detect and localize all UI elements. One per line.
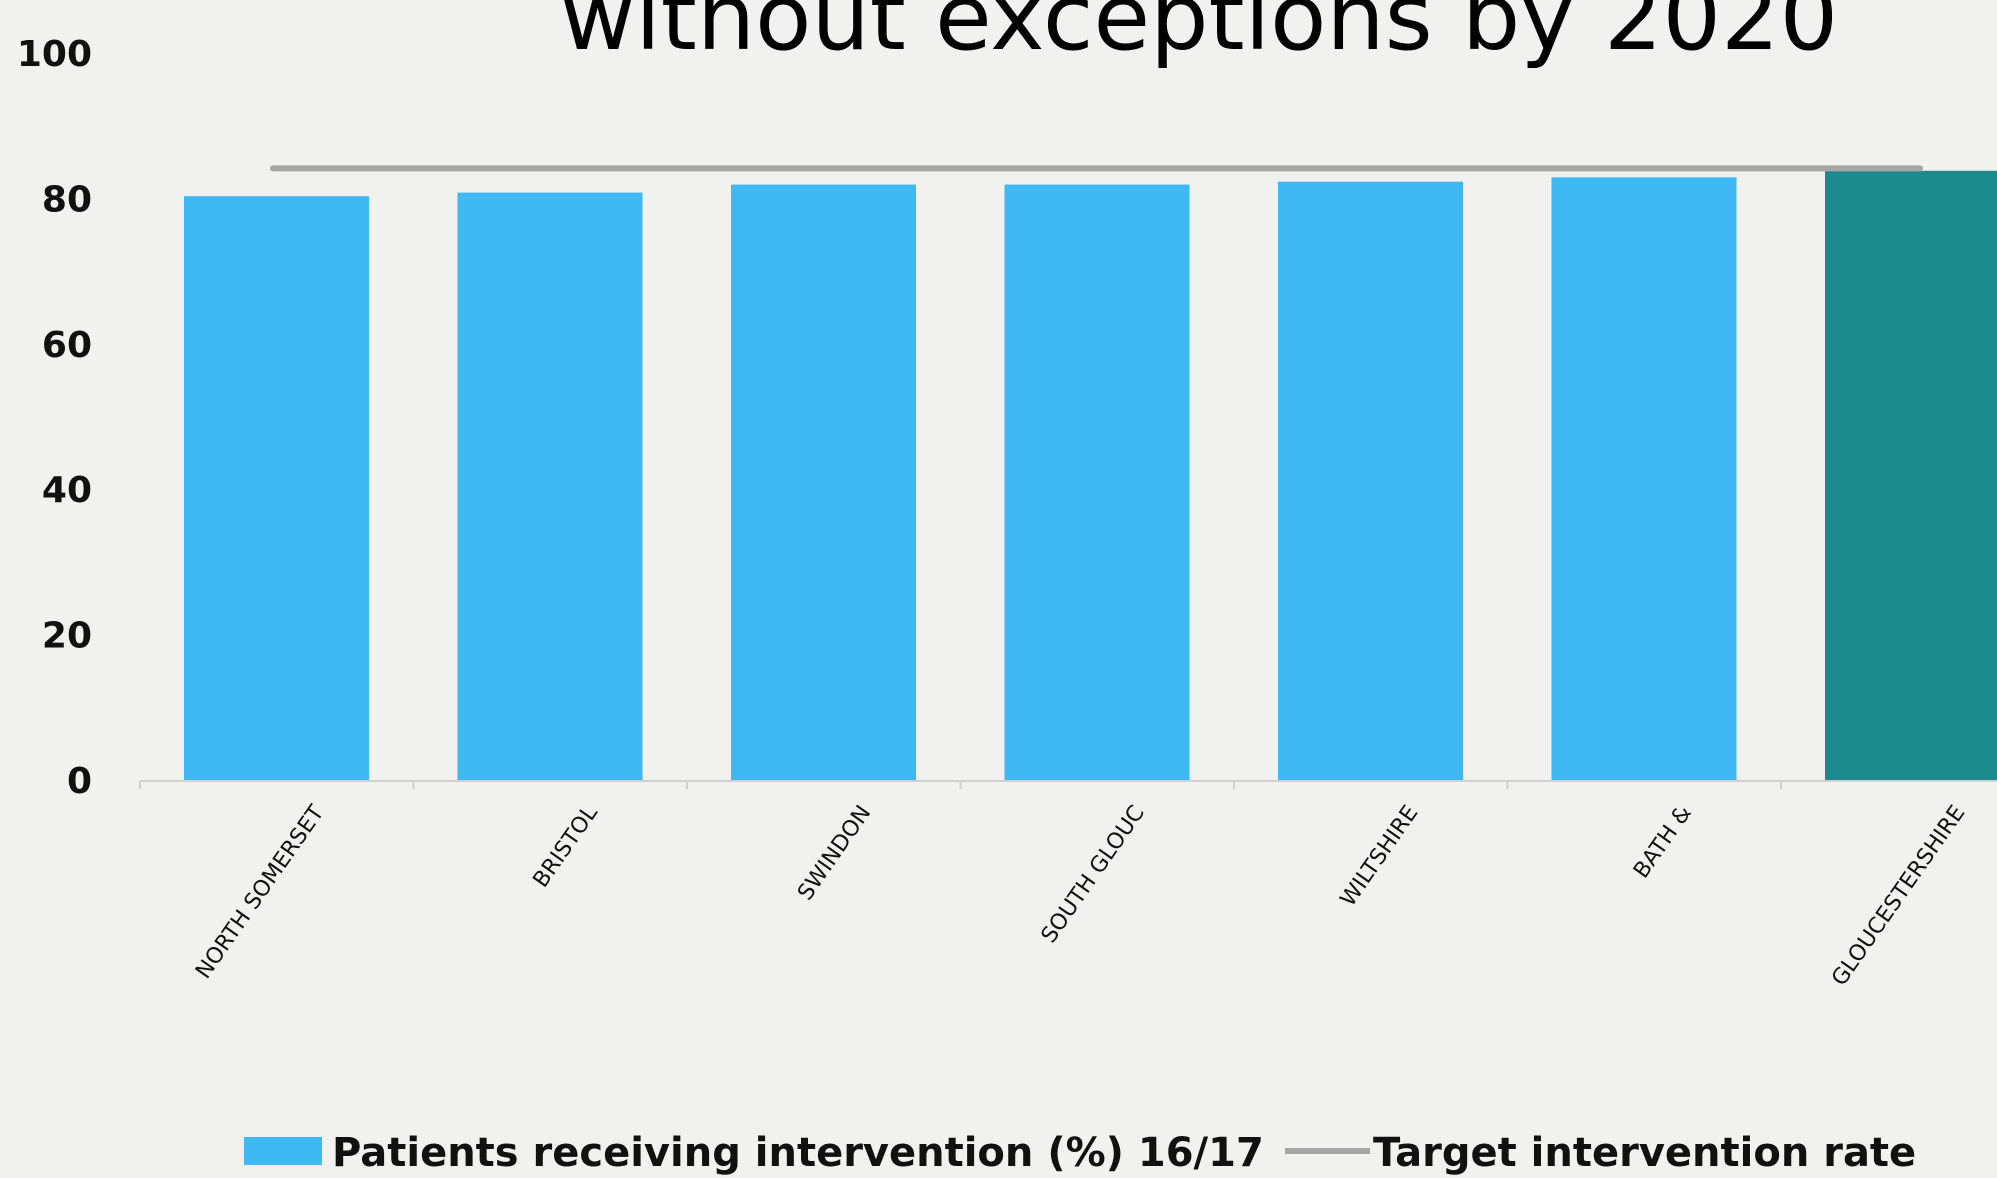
- legend-label-target: Target intervention rate: [1373, 1130, 1916, 1176]
- legend: Patients receiving intervention (%) 16/1…: [244, 1130, 1916, 1176]
- x-tick-label: SWINDON: [793, 801, 876, 905]
- bar-wiltshire: [1278, 181, 1463, 780]
- legend-swatch-patients: [244, 1137, 322, 1165]
- bar-swindon: [731, 184, 916, 780]
- x-axis: NORTH SOMERSET BRISTOL SWINDON SOUTH GLOUC W…: [139, 780, 1997, 991]
- bar-gloucestershire: [1825, 170, 1997, 781]
- bar-bath-: [1551, 177, 1737, 780]
- chart-title: without exceptions by 2020: [560, 0, 1839, 71]
- y-tick-label: 100: [17, 34, 92, 75]
- bar-bristol: [457, 192, 643, 781]
- x-tick-label: BRISTOL: [529, 800, 604, 892]
- x-tick-label: SOUTH GLOUC: [1037, 801, 1150, 948]
- legend-label-patients: Patients receiving intervention (%) 16/1…: [332, 1130, 1264, 1176]
- y-tick-label: 0: [67, 761, 92, 802]
- y-axis: 0 20 40 60 80 100: [17, 34, 92, 802]
- y-tick-label: 60: [42, 325, 92, 366]
- x-tick-label: NORTH SOMERSET: [191, 801, 329, 984]
- y-tick-label: 40: [42, 470, 92, 511]
- x-tick-label: WILTSHIRE: [1336, 801, 1424, 911]
- bars: [184, 170, 1997, 781]
- x-tick-label: BATH &: [1629, 801, 1697, 883]
- y-tick-label: 20: [42, 616, 92, 657]
- bar-north-somerset: [184, 196, 369, 780]
- bar-south-glouc: [1004, 184, 1190, 780]
- y-tick-label: 80: [42, 179, 92, 220]
- x-tick-label: GLOUCESTERSHIRE: [1827, 801, 1970, 991]
